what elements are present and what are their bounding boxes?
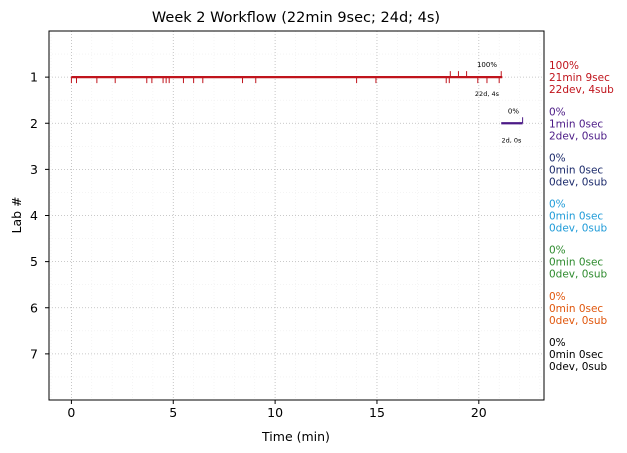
side-time: 21min 9sec bbox=[549, 72, 610, 84]
y-tick-label: 4 bbox=[30, 208, 38, 223]
side-percent: 0% bbox=[549, 106, 566, 118]
side-time: 0min 0sec bbox=[549, 257, 603, 269]
axes: 0 5 10 15 20 1 2 3 4 5 6 7 bbox=[30, 70, 487, 420]
x-tick-label: 0 bbox=[67, 405, 75, 420]
side-time: 0min 0sec bbox=[549, 211, 603, 223]
side-percent: 0% bbox=[549, 199, 566, 211]
bar-percent-label: 100% bbox=[477, 61, 497, 69]
x-tick-label: 15 bbox=[369, 405, 385, 420]
side-counts: 0dev, 0sub bbox=[549, 176, 608, 188]
x-tick-label: 10 bbox=[267, 405, 283, 420]
side-percent: 0% bbox=[549, 337, 566, 349]
side-time: 1min 0sec bbox=[549, 118, 603, 130]
side-counts: 0dev, 0sub bbox=[549, 269, 608, 281]
side-counts: 0dev, 0sub bbox=[549, 315, 608, 327]
bar-count-label: 22d, 4s bbox=[475, 90, 500, 98]
side-time: 0min 0sec bbox=[549, 303, 603, 315]
y-tick-label: 1 bbox=[30, 70, 38, 85]
y-tick-label: 6 bbox=[30, 300, 38, 315]
side-percent: 100% bbox=[549, 60, 579, 72]
side-percent: 0% bbox=[549, 291, 566, 303]
y-tick-label: 2 bbox=[30, 116, 38, 131]
x-tick-label: 20 bbox=[471, 405, 487, 420]
x-tick-label: 5 bbox=[169, 405, 177, 420]
side-counts: 2dev, 0sub bbox=[549, 130, 608, 142]
side-counts: 0dev, 0sub bbox=[549, 361, 608, 373]
side-percent: 0% bbox=[549, 245, 566, 257]
y-tick-label: 5 bbox=[30, 254, 38, 269]
side-counts: 0dev, 0sub bbox=[549, 223, 608, 235]
x-axis-label: Time (min) bbox=[261, 429, 330, 444]
side-percent: 0% bbox=[549, 152, 566, 164]
bar-percent-label: 0% bbox=[508, 107, 519, 115]
side-time: 0min 0sec bbox=[549, 349, 603, 361]
y-tick-label: 7 bbox=[30, 346, 38, 361]
timeline-marks: 100% 22d, 4s 0% 2d, 0s bbox=[70, 61, 524, 144]
side-time: 0min 0sec bbox=[549, 164, 603, 176]
y-axis-label: Lab # bbox=[9, 196, 24, 233]
side-counts: 22dev, 4sub bbox=[549, 84, 614, 96]
bar-count-label: 2d, 0s bbox=[501, 136, 522, 144]
chart-title: Week 2 Workflow (22min 9sec; 24d; 4s) bbox=[152, 10, 440, 26]
major-grid bbox=[49, 31, 544, 400]
y-tick-label: 3 bbox=[30, 162, 38, 177]
